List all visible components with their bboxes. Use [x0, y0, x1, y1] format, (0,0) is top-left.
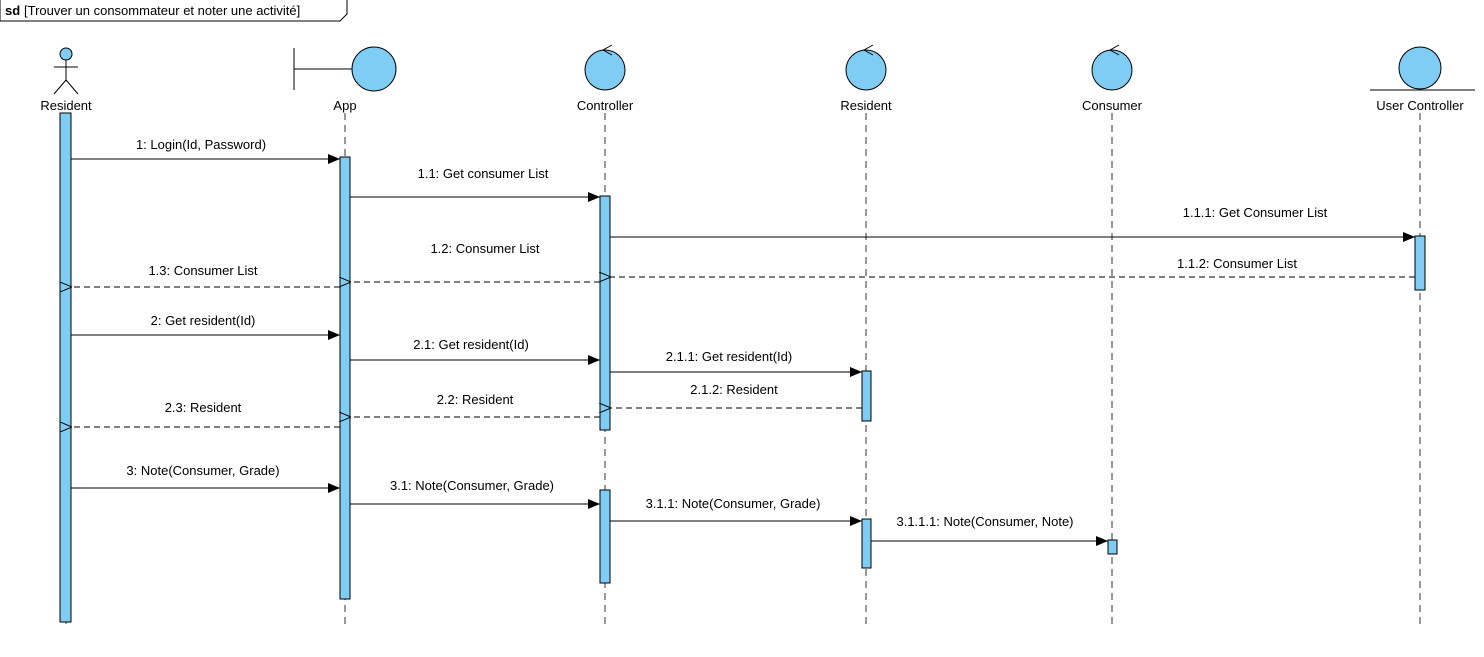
message-label: 1.3: Consumer List [148, 263, 257, 278]
message-labels: 1: Login(Id, Password) 1.1: Get consumer… [126, 137, 1327, 529]
actor-icon [53, 47, 79, 95]
frame-keyword: sd [5, 3, 20, 18]
message-label: 2.3: Resident [165, 400, 242, 415]
message-label: 3: Note(Consumer, Grade) [126, 463, 279, 478]
participant-label: Resident [840, 98, 892, 113]
message-label: 1.2: Consumer List [430, 241, 539, 256]
activation-controller [599, 195, 611, 431]
activation-resident-actor [59, 112, 72, 623]
message-label: 3.1.1: Note(Consumer, Grade) [646, 496, 821, 511]
participant-label: App [333, 98, 356, 113]
message-label: 1: Login(Id, Password) [136, 137, 266, 152]
frame-title: [Trouver un consommateur et noter une ac… [24, 3, 300, 18]
lifelines [65, 113, 1421, 625]
control-icon [845, 44, 887, 91]
message-label: 3.1: Note(Consumer, Grade) [390, 478, 554, 493]
activations [59, 112, 1426, 623]
participant-label: User Controller [1376, 98, 1464, 113]
activation-user-controller [1414, 235, 1426, 291]
activation-resident [861, 518, 872, 569]
frame-tab: sd [Trouver un consommateur et noter une… [0, 0, 348, 22]
participant-controller: Controller [577, 44, 634, 113]
message-label: 2: Get resident(Id) [151, 313, 256, 328]
message-label: 1.1.2: Consumer List [1177, 256, 1297, 271]
participant-resident: Resident [840, 44, 892, 113]
control-icon [1091, 44, 1133, 91]
message-label: 2.1.1: Get resident(Id) [666, 349, 792, 364]
message-label: 2.1: Get resident(Id) [413, 337, 529, 352]
participant-app: App [293, 46, 397, 113]
message-label: 2.2: Resident [437, 392, 514, 407]
participant-label: Consumer [1082, 98, 1143, 113]
activation-controller [599, 489, 611, 584]
participant-user-controller: User Controller [1370, 46, 1475, 113]
message-label: 1.1.1: Get Consumer List [1183, 205, 1328, 220]
participant-consumer: Consumer [1082, 44, 1143, 113]
message-label: 2.1.2: Resident [690, 382, 778, 397]
entity-icon [1370, 46, 1475, 91]
activation-resident [861, 370, 872, 422]
boundary-icon [293, 46, 397, 92]
participant-resident-actor: Resident [40, 47, 92, 113]
control-icon [584, 44, 626, 91]
activation-app [339, 156, 351, 600]
message-label: 1.1: Get consumer List [418, 166, 549, 181]
messages [71, 154, 1415, 546]
participant-label: Controller [577, 98, 634, 113]
participant-label: Resident [40, 98, 92, 113]
activation-consumer [1107, 539, 1118, 555]
message-label: 3.1.1.1: Note(Consumer, Note) [896, 514, 1073, 529]
